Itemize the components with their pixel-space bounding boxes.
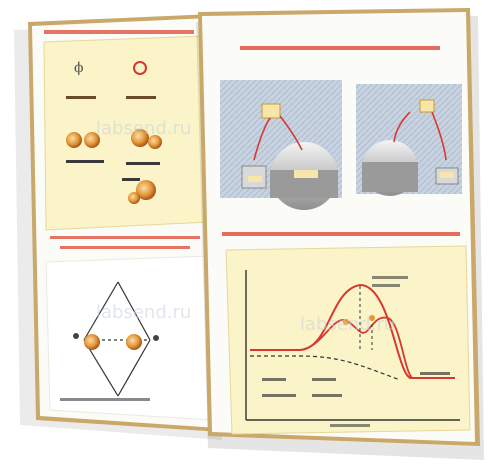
left-poster-mid-header: [50, 236, 200, 249]
left-poster: ϕ: [14, 14, 222, 440]
svg-text:ϕ: ϕ: [74, 60, 84, 76]
orbital-diagrams: ϕ: [66, 60, 162, 204]
watermark: labsend.ru labsend.ru labsend.ru: [96, 118, 395, 335]
watermark-text-2: labsend.ru: [96, 302, 191, 323]
energy-diagram: [245, 270, 460, 427]
surface-diagrams: [241, 99, 459, 210]
right-poster: [196, 8, 484, 460]
right-poster-header: [240, 46, 440, 50]
watermark-text-1: labsend.ru: [96, 118, 191, 139]
left-poster-header: [44, 30, 194, 34]
energy-diagram-panel: [225, 245, 471, 435]
right-poster-mid-header: [222, 232, 460, 236]
watermark-text-3: labsend.ru: [300, 314, 395, 335]
